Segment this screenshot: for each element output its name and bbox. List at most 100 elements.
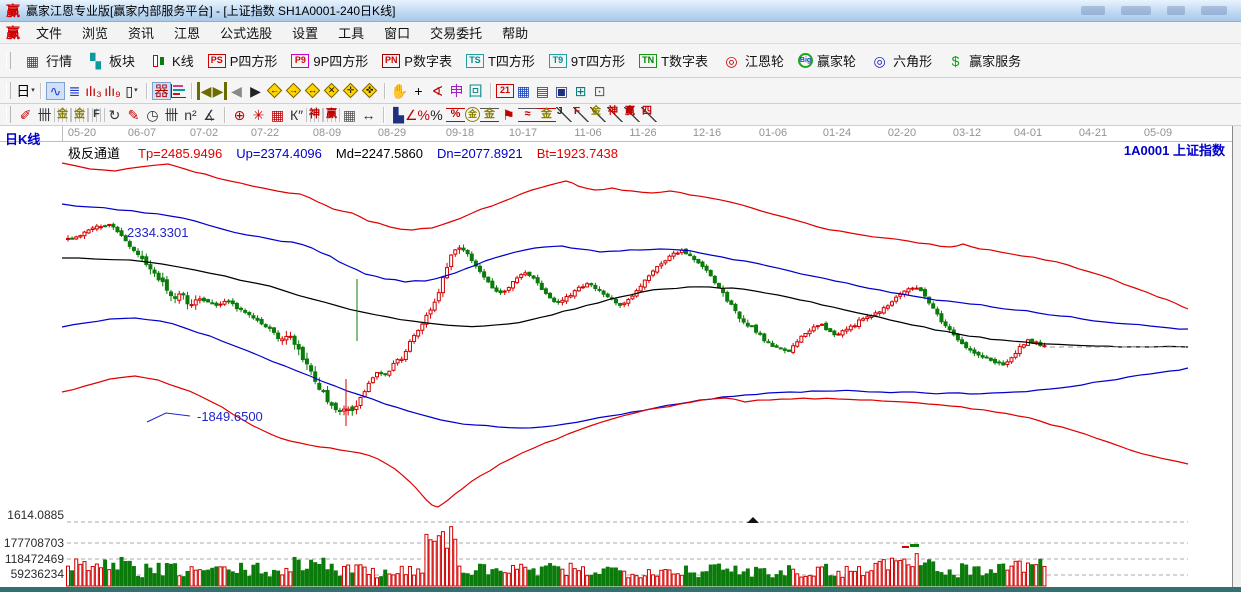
cycle-tool-icon[interactable]: 回 xyxy=(468,82,483,99)
protractor-icon[interactable]: ∡ xyxy=(203,106,216,123)
gann-wheel-button[interactable]: ◎ 江恩轮 xyxy=(715,48,791,74)
n-square-icon[interactable]: n² xyxy=(184,106,197,123)
menu-item-5[interactable]: 设置 xyxy=(292,26,319,41)
trend-chart-icon[interactable]: ∿ xyxy=(46,81,65,100)
column-chart-icon[interactable]: ▙ xyxy=(393,106,404,123)
gold-lines-icon[interactable]: 金 xyxy=(480,107,499,122)
sectors-button[interactable]: ▚ 板块 xyxy=(79,48,142,74)
period-label[interactable]: 日K线 xyxy=(5,132,41,147)
nine-p-square-button[interactable]: P9 9P四方形 xyxy=(284,48,375,74)
t-square-button[interactable]: TS T四方形 xyxy=(459,48,542,74)
gann-wheel-icon[interactable]: ◎ xyxy=(725,52,738,69)
pattern-box-icon[interactable]: 器 xyxy=(152,81,171,100)
t-number-table-button[interactable]: TN T数字表 xyxy=(632,48,715,74)
p-square-icon[interactable]: PS xyxy=(207,53,226,68)
save-icon[interactable]: ▣ xyxy=(554,82,569,99)
f-angle-icon[interactable]: F xyxy=(573,107,590,122)
grid-web-icon[interactable]: ▦ xyxy=(270,106,285,123)
kline-button[interactable]: K线 xyxy=(142,48,201,74)
network-pc-icon[interactable]: ⊞ xyxy=(574,82,587,99)
menu-item-3[interactable]: 江恩 xyxy=(174,26,201,41)
gold-grid-icon[interactable]: 金 xyxy=(54,107,71,122)
goto-end-icon[interactable]: ▶ xyxy=(212,81,227,100)
workstation-icon[interactable]: ⊡ xyxy=(593,82,606,99)
window-control-2[interactable] xyxy=(1121,6,1151,15)
f-grid-icon[interactable]: F xyxy=(88,107,105,122)
grid-123-icon[interactable]: ▦ xyxy=(342,106,357,123)
toolbar-drag-handle[interactable] xyxy=(6,82,11,99)
k-mark-icon[interactable]: К″ xyxy=(289,106,304,123)
p-number-table-button[interactable]: PN P数字表 xyxy=(375,48,459,74)
window-controls[interactable] xyxy=(1081,6,1235,15)
period-day-dropdown-icon[interactable]: 日 ▾ xyxy=(16,82,35,99)
quotes-button[interactable]: ▦ 行情 xyxy=(16,48,79,74)
t-number-table-icon[interactable]: TN xyxy=(639,53,658,68)
right-panel-splitter[interactable] xyxy=(1232,126,1241,592)
candle-style-dropdown-icon[interactable]: ▯ ▾ xyxy=(125,82,138,99)
p-square-button[interactable]: PS P四方形 xyxy=(201,48,285,74)
h-span-icon[interactable]: ↔ xyxy=(361,106,376,123)
p-number-table-icon[interactable]: PN xyxy=(382,53,401,68)
gann-fan-icon[interactable]: 申 xyxy=(449,82,464,99)
quotes-icon[interactable]: ▦ xyxy=(25,52,40,69)
window-control-3[interactable] xyxy=(1167,6,1185,15)
flag-pen-icon[interactable]: ⚑ xyxy=(502,106,515,123)
percent-lines-icon[interactable]: % xyxy=(446,107,465,122)
kline-icon[interactable] xyxy=(149,52,168,70)
diamond-all-icon[interactable]: ✜ xyxy=(361,82,378,99)
menu-item-9[interactable]: 帮助 xyxy=(502,26,529,41)
angle-measure-icon[interactable]: ∢ xyxy=(431,82,444,99)
window-control-4[interactable] xyxy=(1201,6,1227,15)
winner-wheel-icon[interactable]: Big xyxy=(798,53,814,68)
diamond-right-icon[interactable]: → xyxy=(285,82,302,99)
star-web-icon[interactable]: ✳ xyxy=(252,106,265,123)
notebook-icon[interactable]: ▤ xyxy=(535,82,550,99)
winner-wheel-button[interactable]: Big 赢家轮 xyxy=(791,48,863,74)
nine-t-square-icon[interactable]: T9 xyxy=(548,53,567,68)
menu-item-8[interactable]: 交易委托 xyxy=(430,26,483,41)
time-cycle-icon[interactable]: ◷ xyxy=(146,106,159,123)
gold-lines-red-icon[interactable]: 金 xyxy=(537,107,556,122)
step-back-icon[interactable]: ◀ xyxy=(231,82,242,99)
goto-start-icon[interactable]: ◀ xyxy=(197,81,212,100)
diamond-expand-icon[interactable]: ✛ xyxy=(342,82,359,99)
nine-t-square-button[interactable]: T9 9T四方形 xyxy=(542,48,632,74)
crosshair-icon[interactable]: + xyxy=(414,82,423,99)
j-angle-icon[interactable]: J xyxy=(556,107,573,122)
sectors-icon[interactable]: ▚ xyxy=(90,52,101,69)
diamond-hmove-icon[interactable]: ↔ xyxy=(304,82,321,99)
winner-service-icon[interactable]: $ xyxy=(951,52,960,69)
menu-item-1[interactable]: 浏览 xyxy=(82,26,109,41)
color-histogram-icon[interactable] xyxy=(171,83,186,98)
hexagon-icon[interactable]: ◎ xyxy=(873,52,886,69)
mini-bars-3-icon[interactable]: ılı₃ xyxy=(85,82,102,99)
ying-grid-icon[interactable]: 赢 xyxy=(323,107,340,122)
calculator-icon[interactable]: ▦ xyxy=(516,82,531,99)
menu-item-0[interactable]: 文件 xyxy=(36,26,63,41)
spiral-icon[interactable]: ↻ xyxy=(108,106,121,123)
wave-lines-icon[interactable]: ≈ xyxy=(518,107,537,122)
toolbar-drag-handle[interactable] xyxy=(6,106,11,123)
mini-bars-9-icon[interactable]: ılı₉ xyxy=(104,82,121,99)
menu-item-4[interactable]: 公式选股 xyxy=(220,26,273,41)
window-control-1[interactable] xyxy=(1081,6,1105,15)
info-list-icon[interactable]: ≣ xyxy=(68,82,81,99)
gold-grid2-icon[interactable]: 金 xyxy=(71,107,88,122)
shen-grid-icon[interactable]: 神 xyxy=(306,107,323,122)
percent-slash-icon[interactable]: ∠% xyxy=(405,106,430,123)
brush-icon[interactable]: ✐ xyxy=(19,106,32,123)
shen-angle-icon[interactable]: 神 xyxy=(607,107,624,122)
gold-circle-icon[interactable]: 金 xyxy=(465,107,480,122)
percent-icon[interactable]: % xyxy=(430,106,443,123)
diamond-compress-icon[interactable]: ✕ xyxy=(323,82,340,99)
nine-p-square-icon[interactable]: P9 xyxy=(291,53,310,68)
calendar-21-icon[interactable]: 21 xyxy=(496,83,514,98)
ying-angle-icon[interactable]: 赢 xyxy=(624,107,641,122)
kline-chart[interactable]: 2334.3301 -1849.6500 xyxy=(0,126,1241,592)
grid-lines-icon[interactable]: 卌 xyxy=(37,106,52,123)
menu-item-6[interactable]: 工具 xyxy=(338,26,365,41)
step-forward-icon[interactable]: ▶ xyxy=(250,82,261,99)
target-cross-icon[interactable]: ⊕ xyxy=(233,106,246,123)
si-angle-icon[interactable]: 四 xyxy=(641,107,658,122)
menu-item-2[interactable]: 资讯 xyxy=(128,26,155,41)
